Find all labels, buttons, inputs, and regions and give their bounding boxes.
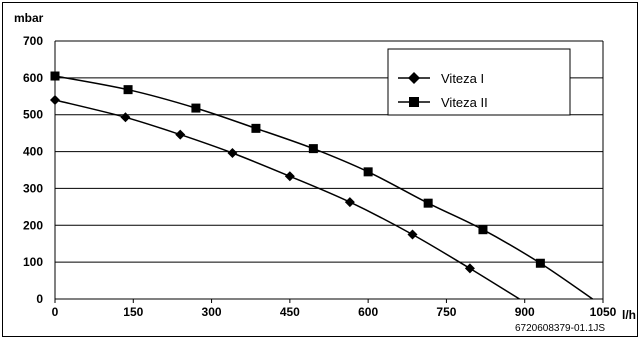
x-tick-300: 300 <box>202 305 222 319</box>
series-1-point-2 <box>175 129 186 140</box>
x-tick-1050: 1050 <box>590 305 617 319</box>
x-tick-labels: 0 150 300 450 600 750 900 1050 <box>52 305 617 319</box>
series-1-point-0 <box>50 94 60 105</box>
y-tick-500: 500 <box>23 108 43 122</box>
legend-label-viteza-1: Viteza I <box>441 71 484 86</box>
series-1-point-5 <box>344 197 355 208</box>
y-tick-400: 400 <box>23 145 43 159</box>
y-axis-label: mbar <box>14 11 44 25</box>
y-tick-300: 300 <box>23 181 43 195</box>
y-tick-labels: 0 100 200 300 400 500 600 700 <box>23 34 43 306</box>
figure-code: 6720608379-01.1JS <box>515 323 605 334</box>
series-2-point-4 <box>308 144 318 154</box>
legend: Viteza I Viteza II <box>387 48 571 116</box>
series-1-point-6 <box>407 229 418 240</box>
x-axis-label: l/h <box>622 308 636 322</box>
y-tick-700: 700 <box>23 34 43 48</box>
y-tick-600: 600 <box>23 71 43 85</box>
series-2-point-0 <box>50 71 60 81</box>
series-2-point-8 <box>535 258 545 268</box>
series-1-point-4 <box>284 171 295 182</box>
x-tick-750: 750 <box>436 305 456 319</box>
x-tick-900: 900 <box>515 305 535 319</box>
y-tick-0: 0 <box>36 292 43 306</box>
series-1-point-7 <box>464 263 475 274</box>
x-tick-0: 0 <box>52 305 59 319</box>
series-2-point-6 <box>423 198 433 208</box>
x-tick-450: 450 <box>280 305 300 319</box>
series-2-point-2 <box>191 103 201 113</box>
y-tick-100: 100 <box>23 255 43 269</box>
x-tick-600: 600 <box>358 305 378 319</box>
chart-frame <box>2 2 638 337</box>
series-2-point-5 <box>363 167 373 177</box>
series-1-point-3 <box>227 148 238 159</box>
x-tick-150: 150 <box>123 305 143 319</box>
axes <box>54 41 604 303</box>
series-markers <box>50 71 545 274</box>
y-tick-200: 200 <box>23 218 43 232</box>
legend-marker-viteza-1 <box>408 72 420 84</box>
series-line-2 <box>54 75 594 300</box>
series-2-point-7 <box>478 225 488 235</box>
series-1-point-1 <box>120 112 131 123</box>
series-2-point-3 <box>251 123 261 133</box>
legend-label-viteza-2: Viteza II <box>441 95 488 110</box>
legend-marker-viteza-2 <box>409 97 419 107</box>
series-line-1 <box>54 99 520 300</box>
series-2-point-1 <box>123 85 133 95</box>
